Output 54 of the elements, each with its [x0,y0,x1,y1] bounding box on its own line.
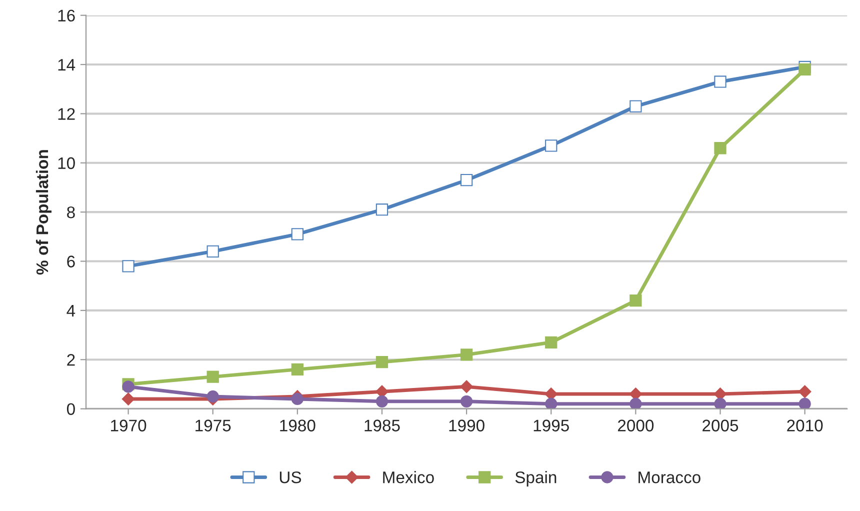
point [206,245,219,258]
x-tick-label: 1990 [449,420,484,432]
y-tick-label: 6 [67,256,75,268]
point [291,228,304,240]
point [629,388,642,400]
point [544,388,558,400]
point [122,392,135,406]
point [630,398,642,409]
y-tick-label: 4 [66,305,76,316]
point [714,388,727,400]
point [291,392,304,406]
point [122,380,134,393]
y-tick-label: 16 [58,10,75,22]
point [630,100,642,112]
y-tick-label: 14 [58,59,76,71]
point [545,398,558,409]
point [376,395,388,408]
point [714,76,726,88]
point [206,390,219,403]
point [376,204,388,216]
x-tick-label: 1970 [111,420,146,432]
x-tick-label: 1975 [196,420,231,432]
y-axis-title: % of Population [36,150,52,275]
y-tick-label: 12 [58,108,75,120]
legend-label: Mexico [383,471,434,484]
x-tick-label: 2010 [787,420,823,432]
x-tick-label: 1985 [364,420,400,432]
point [122,260,134,272]
y-tick-label: 0 [66,403,75,416]
point [460,395,473,408]
point [798,398,811,409]
point [714,142,726,154]
y-tick-label: 10 [58,157,75,170]
point [630,294,642,307]
point [714,398,726,409]
point [798,63,811,76]
point [545,336,558,348]
point [376,356,388,368]
x-tick-label: 1980 [280,420,316,432]
point [460,174,473,186]
point [460,348,473,361]
x-tick-label: 2005 [702,420,738,432]
point [545,140,558,152]
y-tick-label: 2 [67,354,75,366]
x-tick-label: 1995 [534,420,569,432]
point [460,380,473,394]
legend-label: Moracco [638,472,700,484]
x-tick-label: 2000 [618,420,654,432]
point [291,363,304,376]
point [798,385,812,398]
y-tick-label: 8 [67,206,75,218]
point [206,370,219,383]
legend-label: US [280,471,302,484]
legend-label: Spain [515,471,556,487]
